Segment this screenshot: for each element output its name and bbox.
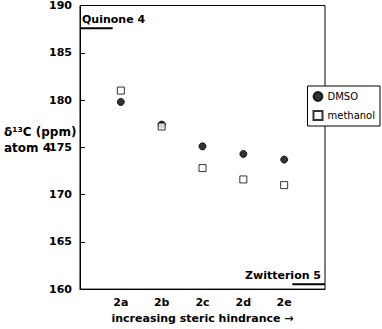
svg-text:increasing steric hindrance →: increasing steric hindrance → [111,312,293,325]
svg-text:2d: 2d [236,296,252,309]
svg-text:180: 180 [49,94,72,107]
svg-text:165: 165 [49,235,72,248]
svg-text:methanol: methanol [327,110,375,121]
svg-text:DMSO: DMSO [327,91,358,102]
svg-text:170: 170 [49,188,72,201]
svg-text:Zwitterion 5: Zwitterion 5 [245,269,321,282]
svg-text:185: 185 [49,46,72,59]
svg-text:atom 4': atom 4' [4,141,55,155]
svg-text:2e: 2e [277,296,292,309]
svg-text:δ¹³C (ppm): δ¹³C (ppm) [4,125,76,139]
svg-text:Quinone 4: Quinone 4 [82,13,145,26]
svg-text:2a: 2a [113,296,128,309]
svg-text:175: 175 [49,141,72,154]
svg-text:2c: 2c [195,296,209,309]
svg-text:160: 160 [49,283,72,296]
svg-text:190: 190 [49,0,72,12]
svg-text:2b: 2b [154,296,170,309]
